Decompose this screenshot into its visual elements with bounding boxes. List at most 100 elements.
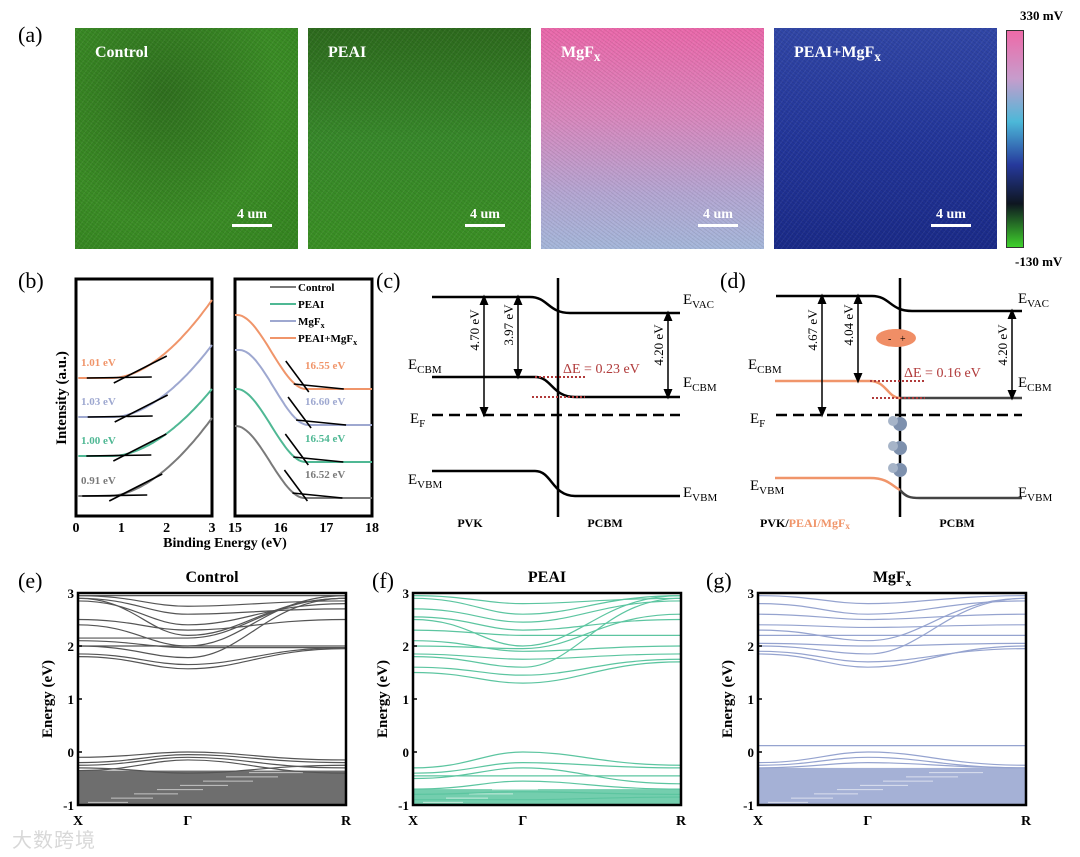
band-line <box>77 759 347 774</box>
band-structure-peai: PEAI 3 2 1 0 -1X Γ R Energy (eV) <box>375 569 687 829</box>
ups-chart: Intensity (a.u.) Binding Energy (eV) 0 1 2… <box>54 277 379 551</box>
legend-label: MgFx <box>298 316 325 330</box>
band-line <box>77 597 347 615</box>
tangent-line <box>86 454 152 457</box>
band-line <box>412 751 682 769</box>
y-tick-label: 0 <box>68 745 75 760</box>
onset-label: 1.01 eV <box>81 357 116 369</box>
y-tick-label: 2 <box>68 639 75 654</box>
ups-ylabel: Intensity (a.u.) <box>54 351 70 445</box>
delta-e-label: ΔE = 0.23 eV <box>563 362 640 377</box>
band-line <box>757 642 1027 647</box>
tangent-line <box>114 394 169 423</box>
y-tick-label: -1 <box>63 798 74 813</box>
colorbar-max-label: 330 mV <box>1020 8 1063 23</box>
tangent-line <box>113 355 168 384</box>
band-line <box>412 600 682 623</box>
band-line <box>412 616 682 631</box>
tangent-line <box>293 383 344 390</box>
ups-left-frame <box>74 277 214 518</box>
x-tick-label: 15 <box>228 521 242 536</box>
ups-xlabel: Binding Energy (eV) <box>163 536 287 551</box>
band-line <box>757 761 1027 769</box>
panel-e-label: (e) <box>18 568 42 593</box>
ecbm-level <box>432 375 680 399</box>
map-title: MgFx <box>561 44 601 65</box>
band-line <box>757 613 1027 621</box>
tangent-line <box>293 456 344 463</box>
band-line <box>77 756 347 769</box>
onset-label: 1.03 eV <box>81 396 116 408</box>
energy-diagram-c: 4.70 eV 3.97 eV 4.20 eV ΔE = 0.23 eV EVA… <box>408 278 717 530</box>
y-tick-label: 3 <box>403 586 410 601</box>
band-line <box>412 595 682 605</box>
band-line <box>412 767 682 785</box>
band-line <box>412 653 682 660</box>
band-line <box>757 600 1027 615</box>
svg-text:-: - <box>888 334 891 345</box>
y-tick-label: 0 <box>403 745 410 760</box>
ecbm-level-modified <box>775 379 901 400</box>
y-tick-label: 2 <box>403 639 410 654</box>
y-tick-label: -1 <box>398 798 409 813</box>
scale-bar: 4 um <box>698 207 738 227</box>
tangent-line <box>112 433 167 462</box>
evac-level <box>432 295 680 315</box>
y-tick-label: 2 <box>748 639 755 654</box>
legend-label: Control <box>298 282 334 294</box>
x-tick-label: 2 <box>163 521 170 536</box>
kpfm-map-mgfx: MgFx 4 um <box>541 28 764 249</box>
evbm-label: EVBM <box>1018 485 1052 504</box>
evbm-label: EVBM <box>408 472 442 491</box>
pcbm-label: PCBM <box>587 516 622 530</box>
band-line <box>412 629 681 637</box>
scale-bar: 4 um <box>232 207 272 227</box>
x-tick-label: 16 <box>274 521 288 536</box>
gap-label: 4.70 eV <box>467 309 482 351</box>
delta-e-label: ΔE = 0.16 eV <box>904 366 981 381</box>
ecbm-label: ECBM <box>748 357 782 376</box>
gap-label: 4.20 eV <box>651 324 666 366</box>
y-tick-label: 1 <box>403 692 410 707</box>
evbm-level <box>899 489 1022 500</box>
kpfm-map-control: Control 4 um <box>75 28 298 249</box>
dense-valence-bands <box>78 770 346 805</box>
y-tick-label: 3 <box>68 586 75 601</box>
watermark: 大数跨境 <box>12 828 96 852</box>
band-line <box>757 756 1027 769</box>
map-title: PEAI <box>328 44 367 61</box>
cutoff-label: 16.55 eV <box>305 360 345 372</box>
svg-text:+: + <box>900 334 906 345</box>
k-point-label: X <box>73 814 83 829</box>
band-line <box>77 648 347 670</box>
band-line <box>77 754 347 764</box>
k-point-label: Γ <box>863 814 872 829</box>
cutoff-label: 16.60 eV <box>305 396 345 408</box>
y-tick-label: -1 <box>743 798 754 813</box>
band-line <box>757 648 1027 663</box>
map-title: Control <box>95 44 149 61</box>
gap-label: 4.67 eV <box>805 309 820 351</box>
band-line <box>77 597 347 659</box>
exciton-icon: - + <box>876 329 916 347</box>
k-point-label: R <box>676 814 687 829</box>
tangent-line <box>283 469 309 502</box>
y-tick-label: 0 <box>748 745 755 760</box>
band-line <box>757 597 1027 655</box>
pvk-peai-mgfx-label: PVK/PEAI/MgFx <box>760 516 850 531</box>
gap-label: 4.20 eV <box>995 324 1010 366</box>
ecbm-label: ECBM <box>683 375 717 394</box>
x-tick-label: 17 <box>319 521 333 536</box>
band-line <box>77 595 347 607</box>
scale-bar: 4 um <box>465 207 505 227</box>
ups-right-frame <box>233 277 374 518</box>
panel-c-label: (c) <box>376 268 400 293</box>
band-structure-control: Control 3 2 1 0 -1X Γ R Energy (eV) <box>40 569 352 829</box>
ups-curve-right <box>235 314 372 390</box>
tangent-line <box>292 492 343 499</box>
evac-label: EVAC <box>1018 291 1049 310</box>
band-title: Control <box>185 569 239 586</box>
kpfm-map-peai-mgfx: PEAI+MgFx 4 um <box>774 28 997 249</box>
band-line <box>757 645 1027 668</box>
